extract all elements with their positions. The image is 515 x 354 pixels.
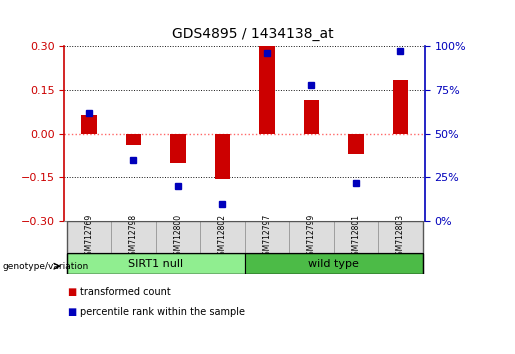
Text: genotype/variation: genotype/variation [3,262,89,271]
Bar [170,133,185,163]
Text: GSM712800: GSM712800 [174,213,182,259]
Text: ■: ■ [67,307,76,316]
Text: GSM712799: GSM712799 [307,213,316,260]
Text: percentile rank within the sample: percentile rank within the sample [80,307,245,316]
Text: GSM712797: GSM712797 [262,213,271,260]
Text: GSM712769: GSM712769 [84,213,93,260]
Text: SIRT1 null: SIRT1 null [128,259,183,269]
Bar [259,46,274,133]
Bar [245,253,423,274]
Text: transformed count: transformed count [80,287,170,297]
Text: wild type: wild type [308,259,359,269]
Text: GSM712801: GSM712801 [351,213,360,259]
Text: GSM712803: GSM712803 [396,213,405,259]
Bar [245,221,289,253]
Bar [66,253,245,274]
Text: GSM712802: GSM712802 [218,213,227,259]
Bar [111,221,156,253]
Bar [304,100,319,133]
Bar [378,221,423,253]
Bar [215,133,230,179]
Bar [334,221,378,253]
Bar [200,221,245,253]
Text: GDS4895 / 1434138_at: GDS4895 / 1434138_at [171,27,333,41]
Text: ■: ■ [67,287,76,297]
Bar [348,133,364,154]
Bar [66,221,111,253]
Bar [156,221,200,253]
Bar [126,133,141,145]
Bar [392,80,408,133]
Text: GSM712798: GSM712798 [129,213,138,259]
Bar [289,221,334,253]
Bar [81,115,97,133]
